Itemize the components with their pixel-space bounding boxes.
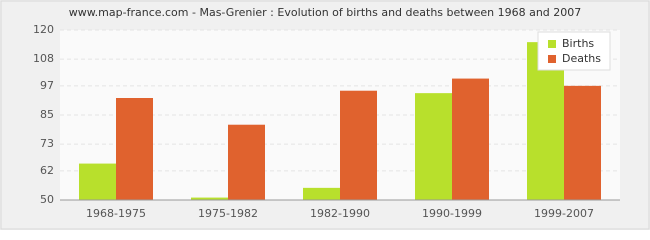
x-tick-label: 1975-1982 [198, 207, 258, 220]
frame [0, 0, 650, 230]
legend-swatch [548, 55, 556, 63]
x-tick-label: 1999-2007 [534, 207, 594, 220]
y-tick-label: 97 [40, 79, 54, 92]
y-tick-label: 50 [40, 193, 54, 206]
chart-title: www.map-france.com - Mas-Grenier : Evolu… [69, 6, 582, 19]
x-tick-label: 1968-1975 [86, 207, 146, 220]
x-tick-label: 1982-1990 [310, 207, 370, 220]
bar [191, 197, 228, 200]
bar [452, 78, 489, 200]
legend-label: Deaths [562, 52, 601, 65]
bar [340, 90, 377, 200]
chart: www.map-france.com - Mas-Grenier : Evolu… [0, 0, 650, 230]
y-tick-label: 85 [40, 108, 54, 121]
bar [79, 163, 116, 200]
legend-swatch [548, 40, 556, 48]
y-tick-label: 120 [33, 23, 54, 36]
y-tick-label: 73 [40, 137, 54, 150]
y-tick-label: 62 [40, 164, 54, 177]
bar [303, 187, 340, 200]
legend-box [537, 31, 611, 71]
x-tick-label: 1990-1999 [422, 207, 482, 220]
y-tick-label: 108 [33, 52, 54, 65]
bar [116, 98, 153, 200]
bar [564, 85, 601, 200]
bar [228, 124, 265, 200]
bar [415, 93, 452, 200]
legend-label: Births [562, 37, 594, 50]
